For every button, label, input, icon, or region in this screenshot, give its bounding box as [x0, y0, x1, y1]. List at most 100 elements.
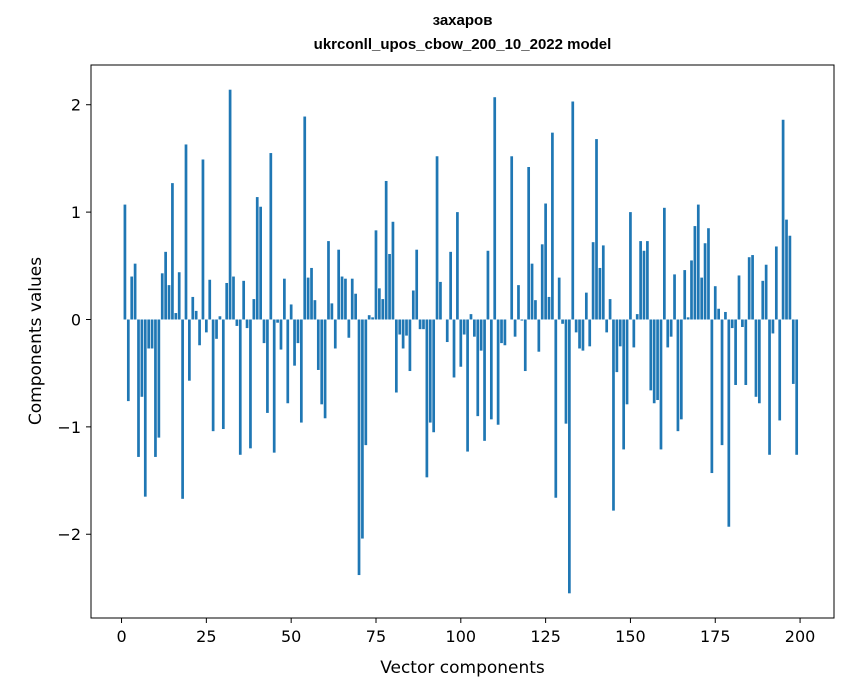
bar	[452, 319, 456, 378]
bar	[160, 273, 164, 320]
bar	[517, 285, 520, 320]
bar	[432, 319, 436, 433]
bar	[730, 319, 734, 329]
x-tick-label: 200	[785, 627, 816, 646]
bar	[598, 267, 602, 320]
bar	[378, 288, 381, 320]
bar	[679, 319, 683, 420]
bar	[384, 180, 388, 320]
x-axis-label: Vector components	[380, 658, 545, 678]
bar	[310, 267, 313, 320]
bar	[422, 319, 425, 330]
bar	[659, 319, 663, 450]
bar	[608, 299, 612, 320]
bars-layer	[120, 89, 799, 594]
bar	[489, 319, 493, 420]
bar	[154, 319, 157, 457]
bar	[615, 319, 619, 373]
bar	[476, 319, 480, 417]
bar	[564, 319, 568, 424]
bar	[544, 203, 547, 320]
bar	[449, 251, 452, 320]
bar	[540, 244, 544, 320]
bar	[574, 319, 578, 333]
bar	[242, 280, 246, 320]
bar	[500, 319, 503, 344]
bar	[673, 274, 676, 320]
bar	[208, 279, 212, 320]
bar	[286, 319, 290, 404]
bar	[296, 319, 300, 344]
bar	[330, 303, 334, 320]
bar	[578, 319, 581, 349]
bar	[401, 319, 405, 349]
bar	[642, 250, 646, 320]
bar	[367, 315, 371, 320]
bar	[612, 319, 615, 511]
bar	[523, 319, 527, 372]
bar	[595, 139, 598, 320]
bar	[656, 319, 659, 401]
bar	[768, 319, 771, 455]
bar	[717, 308, 720, 320]
bar	[744, 319, 748, 385]
x-tick-label: 100	[446, 627, 477, 646]
bar	[751, 255, 754, 320]
bar	[486, 250, 490, 320]
bar	[601, 245, 605, 320]
bar	[415, 249, 419, 320]
bar	[293, 319, 296, 366]
x-tick-label: 150	[615, 627, 646, 646]
bar	[374, 230, 378, 320]
bar	[276, 319, 279, 323]
bar	[791, 319, 795, 384]
bar	[388, 253, 391, 320]
y-tick-label: 0	[71, 310, 81, 329]
bar	[795, 319, 799, 455]
bar	[758, 319, 761, 404]
bar	[781, 119, 785, 320]
bar	[568, 319, 571, 594]
bar	[171, 183, 174, 320]
chart-title-line-1: захаров	[432, 12, 493, 29]
bar	[327, 241, 330, 320]
bar	[629, 212, 632, 320]
bar	[340, 276, 344, 320]
bar	[164, 251, 167, 320]
bar	[228, 89, 232, 320]
bar	[133, 263, 137, 320]
bar	[391, 221, 395, 320]
bar	[299, 319, 303, 423]
bar	[255, 197, 259, 320]
bar	[188, 319, 191, 381]
bar	[676, 319, 680, 432]
bar	[527, 167, 531, 320]
bar	[262, 319, 266, 344]
bar	[232, 276, 235, 320]
bar	[510, 156, 514, 320]
bar	[496, 319, 500, 425]
bar	[605, 319, 609, 333]
bar	[411, 290, 415, 320]
x-tick-label: 175	[700, 627, 731, 646]
bar	[140, 319, 144, 397]
bar	[357, 319, 361, 576]
bar	[201, 159, 205, 320]
bar	[747, 257, 751, 320]
bar	[198, 319, 201, 346]
bar	[371, 317, 374, 320]
bar	[181, 319, 184, 499]
bar	[303, 116, 307, 320]
bar	[551, 132, 554, 320]
bar	[425, 319, 429, 478]
bar	[754, 319, 758, 397]
y-tick-label: 1	[71, 203, 81, 222]
bar	[445, 319, 449, 343]
bar	[483, 319, 486, 441]
bar	[571, 101, 575, 320]
bar	[211, 319, 215, 432]
bar	[557, 277, 561, 320]
bar	[666, 319, 670, 348]
bar	[774, 246, 778, 320]
bar	[686, 317, 690, 320]
